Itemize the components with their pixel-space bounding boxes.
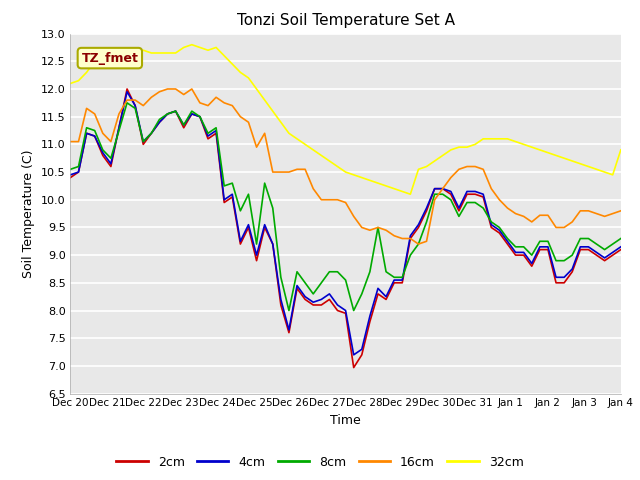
8cm — [399, 275, 406, 280]
8cm — [124, 100, 131, 106]
16cm — [390, 233, 398, 239]
2cm — [617, 247, 625, 252]
2cm — [180, 125, 188, 131]
32cm — [172, 50, 179, 56]
Line: 4cm: 4cm — [70, 92, 621, 355]
2cm — [399, 280, 406, 286]
4cm — [504, 239, 511, 244]
2cm — [164, 111, 172, 117]
8cm — [285, 308, 292, 313]
8cm — [504, 236, 511, 241]
16cm — [180, 92, 188, 97]
4cm — [124, 89, 131, 95]
16cm — [609, 211, 616, 216]
2cm — [124, 86, 131, 92]
4cm — [350, 352, 358, 358]
Line: 16cm: 16cm — [70, 89, 621, 244]
4cm — [107, 161, 115, 167]
2cm — [107, 164, 115, 169]
Y-axis label: Soil Temperature (C): Soil Temperature (C) — [22, 149, 35, 278]
4cm — [67, 172, 74, 178]
32cm — [609, 172, 616, 178]
8cm — [164, 111, 172, 117]
2cm — [67, 175, 74, 180]
4cm — [609, 250, 616, 255]
16cm — [156, 89, 163, 95]
8cm — [180, 122, 188, 128]
8cm — [609, 241, 616, 247]
Legend: 2cm, 4cm, 8cm, 16cm, 32cm: 2cm, 4cm, 8cm, 16cm, 32cm — [111, 451, 529, 474]
32cm — [67, 81, 74, 86]
32cm — [406, 192, 414, 197]
16cm — [164, 86, 172, 92]
32cm — [504, 136, 511, 142]
16cm — [107, 139, 115, 144]
16cm — [67, 139, 74, 144]
2cm — [609, 252, 616, 258]
32cm — [156, 50, 163, 56]
32cm — [617, 147, 625, 153]
Text: TZ_fmet: TZ_fmet — [81, 51, 138, 65]
X-axis label: Time: Time — [330, 414, 361, 427]
16cm — [617, 208, 625, 214]
4cm — [164, 111, 172, 117]
Title: Tonzi Soil Temperature Set A: Tonzi Soil Temperature Set A — [237, 13, 454, 28]
32cm — [107, 50, 115, 56]
32cm — [390, 186, 398, 192]
8cm — [67, 167, 74, 172]
4cm — [399, 277, 406, 283]
4cm — [617, 244, 625, 250]
Line: 32cm: 32cm — [70, 45, 621, 194]
16cm — [415, 241, 422, 247]
2cm — [504, 241, 511, 247]
32cm — [188, 42, 196, 48]
2cm — [350, 365, 358, 371]
Line: 2cm: 2cm — [70, 89, 621, 368]
4cm — [180, 122, 188, 128]
Line: 8cm: 8cm — [70, 103, 621, 311]
8cm — [107, 156, 115, 161]
16cm — [504, 205, 511, 211]
8cm — [617, 236, 625, 241]
